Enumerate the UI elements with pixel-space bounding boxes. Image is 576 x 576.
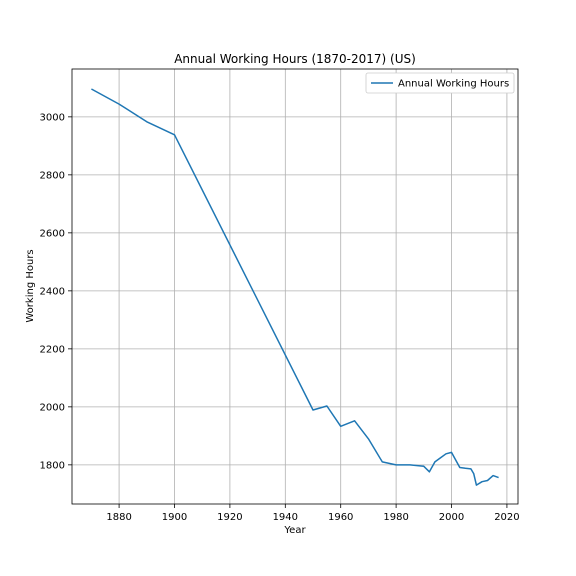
series-line-annual-working-hours: [91, 88, 499, 486]
x-tick-label: 1940: [273, 512, 298, 523]
series-layer: [91, 88, 499, 486]
y-axis-ticks: 1800 2000 2200 2400 2600 2800 3000: [40, 112, 72, 471]
x-tick-label: 2020: [494, 512, 519, 523]
y-tick-label: 1800: [40, 460, 65, 471]
y-tick-label: 2200: [40, 344, 65, 355]
y-tick-label: 2400: [40, 286, 65, 297]
legend-box: [365, 72, 515, 94]
x-tick-label: 1880: [106, 512, 131, 523]
legend: Annual Working Hours: [365, 72, 515, 94]
y-tick-label: 2800: [40, 170, 65, 181]
x-axis-ticks: 1880 1900 1920 1940 1960 1980 2000 2020: [106, 504, 520, 523]
x-tick-label: 1900: [162, 512, 187, 523]
x-tick-label: 2000: [439, 512, 464, 523]
y-tick-label: 2600: [40, 228, 65, 239]
chart-title: Annual Working Hours (1870-2017) (US): [174, 52, 416, 66]
x-tick-label: 1980: [383, 512, 408, 523]
x-axis-title: Year: [283, 525, 306, 536]
legend-label-annual-working-hours: Annual Working Hours: [398, 79, 509, 90]
x-tick-label: 1960: [328, 512, 353, 523]
x-tick-label: 1920: [217, 512, 242, 523]
plot-area-frame: [71, 68, 519, 505]
y-axis-title: Working Hours: [25, 249, 36, 322]
y-tick-label: 2000: [40, 402, 65, 413]
grid-lines: [72, 69, 518, 504]
y-tick-label: 3000: [40, 112, 65, 123]
